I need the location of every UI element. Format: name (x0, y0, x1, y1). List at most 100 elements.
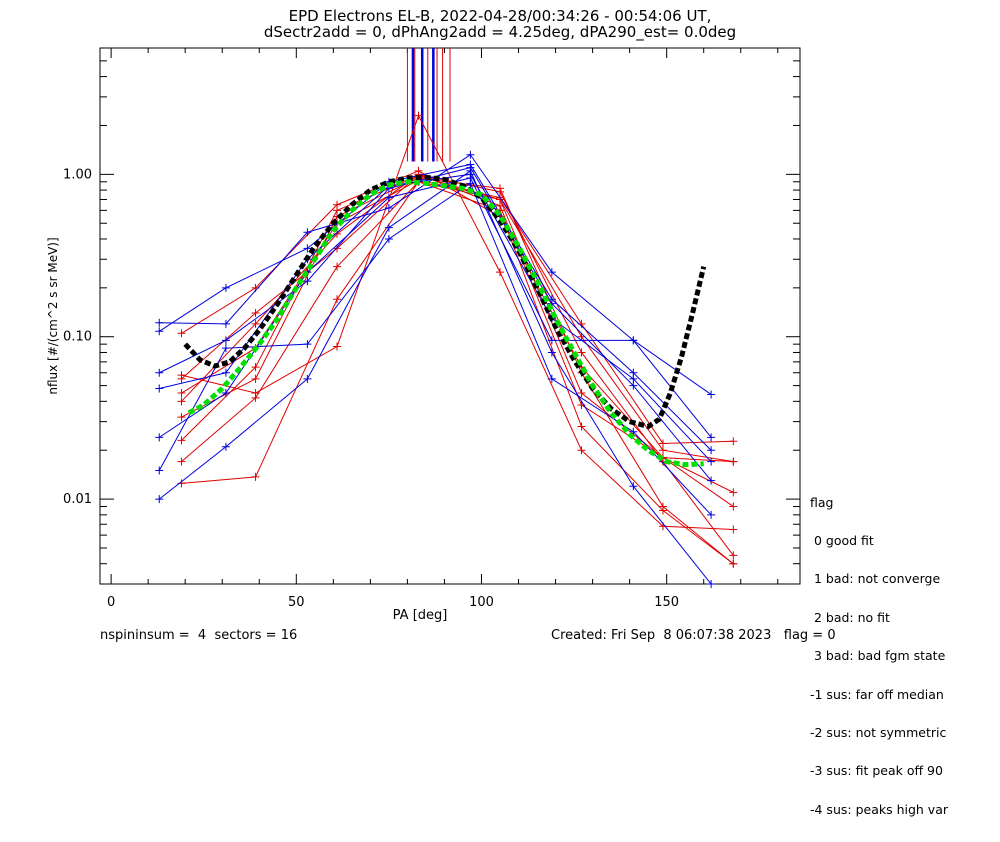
series-line (181, 181, 734, 565)
data-point-marker (707, 433, 716, 442)
data-point-marker (221, 389, 230, 398)
data-point-marker (547, 268, 556, 277)
data-point-marker (729, 502, 738, 511)
data-point-marker (729, 551, 738, 560)
data-point-marker (729, 559, 738, 568)
flag-legend: flag 0 good fit 1 bad: not converge 2 ba… (810, 471, 948, 842)
data-point-marker (547, 336, 556, 345)
data-point-marker (547, 348, 556, 357)
data-point-marker (251, 308, 260, 317)
chart-title-line1: EPD Electrons EL-B, 2022-04-28/00:34:26 … (288, 7, 712, 25)
data-point-marker (629, 374, 638, 383)
black-fit-curve (183, 174, 707, 430)
data-point-marker (707, 446, 716, 455)
legend-item: 0 good fit (810, 532, 874, 548)
x-axis-label: PA [deg] (393, 608, 448, 623)
data-point-marker (629, 482, 638, 491)
y-tick-label: 1.00 (63, 167, 92, 182)
data-point-marker (729, 437, 738, 446)
data-point-marker (658, 446, 667, 455)
data-point-marker (707, 476, 716, 485)
series-line (181, 170, 734, 463)
data-point-marker (333, 342, 342, 351)
data-point-marker (658, 506, 667, 515)
data-point-marker (221, 442, 230, 451)
data-point-marker (221, 319, 230, 328)
data-point-marker (177, 397, 186, 406)
data-point-marker (577, 348, 586, 357)
data-point-marker (251, 374, 260, 383)
data-point-marker (707, 457, 716, 466)
series-line (181, 179, 734, 445)
x-tick-label: 50 (288, 595, 305, 610)
data-point-marker (221, 283, 230, 292)
data-point-marker (177, 371, 186, 380)
data-point-marker (155, 433, 164, 442)
green-fit-curve (187, 179, 704, 468)
data-point-marker (333, 244, 342, 253)
x-tick-label: 100 (469, 595, 494, 610)
series-line (181, 177, 734, 565)
data-point-marker (466, 179, 475, 188)
data-point-marker (251, 319, 260, 328)
data-point-marker (333, 229, 342, 238)
legend-item: -4 sus: peaks high var (810, 801, 949, 817)
data-point-marker (221, 336, 230, 345)
series-line (181, 173, 734, 507)
series-line (181, 114, 734, 530)
data-point-marker (303, 374, 312, 383)
chart-title-line2: dSectr2add = 0, dPhAng2add = 4.25deg, dP… (263, 23, 737, 41)
data-point-marker (333, 262, 342, 271)
data-point-marker (384, 204, 393, 213)
data-point-marker (177, 436, 186, 445)
data-point-marker (177, 389, 186, 398)
data-point-marker (496, 184, 504, 193)
data-point-marker (658, 439, 667, 448)
data-point-marker (333, 206, 342, 215)
data-point-marker (251, 472, 260, 481)
legend-item: 3 bad: bad fgm state (810, 648, 946, 664)
data-point-marker (466, 150, 475, 159)
chart-canvas: EPD Electrons EL-B, 2022-04-28/00:34:26 … (46, 7, 948, 816)
data-point-marker (155, 384, 164, 393)
data-point-marker (707, 580, 716, 588)
flux-plot: 0 50 100 150 0.01 0.10 1.00 PA [deg] nflux [#/(c… (46, 47, 801, 623)
data-point-marker (155, 495, 164, 504)
data-point-marker (221, 344, 230, 353)
series-line (159, 154, 712, 395)
data-point-marker (155, 368, 164, 377)
data-point-marker (384, 234, 393, 243)
data-point-marker (577, 389, 586, 398)
data-point-marker (303, 228, 312, 237)
data-point-marker (629, 336, 638, 345)
data-point-marker (729, 457, 738, 466)
data-point-marker (729, 488, 738, 497)
data-point-marker (155, 327, 164, 336)
data-point-marker (333, 295, 342, 304)
footer-left: nspininsum = 4 sectors = 16 (100, 628, 298, 643)
footer-right: Created: Fri Sep 8 06:07:38 2023 flag = … (551, 628, 836, 643)
data-point-marker (629, 381, 638, 390)
data-point-marker (384, 223, 393, 232)
data-point-marker (466, 163, 475, 172)
data-point-marker (707, 390, 716, 399)
series-line (158, 170, 712, 584)
data-point-marker (414, 111, 423, 120)
y-axis-label: nflux [#/(cm^2 s sr MeV)] (46, 237, 60, 394)
data-point-marker (547, 374, 556, 383)
data-point-marker (384, 193, 393, 202)
legend-item: -2 sus: not symmetric (810, 724, 947, 740)
legend-title: flag (810, 494, 834, 510)
data-point-marker (155, 318, 164, 327)
data-point-marker (251, 363, 260, 372)
data-point-marker (221, 368, 230, 377)
series-line (158, 163, 712, 451)
data-point-marker (729, 525, 738, 534)
data-point-marker (177, 329, 186, 338)
series-line (158, 182, 712, 516)
series-line (158, 177, 712, 438)
legend-item: -1 sus: far off median (810, 686, 944, 702)
data-point-marker (177, 457, 186, 466)
data-point-marker (496, 201, 504, 210)
y-tick-label: 0.01 (63, 492, 92, 507)
